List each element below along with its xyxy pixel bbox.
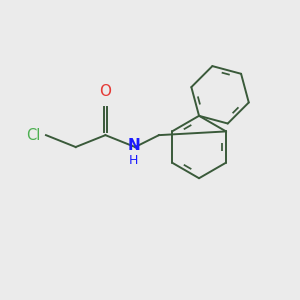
Text: H: H [129,154,138,167]
Text: Cl: Cl [26,128,40,142]
Text: N: N [127,138,140,153]
Text: O: O [99,84,111,99]
